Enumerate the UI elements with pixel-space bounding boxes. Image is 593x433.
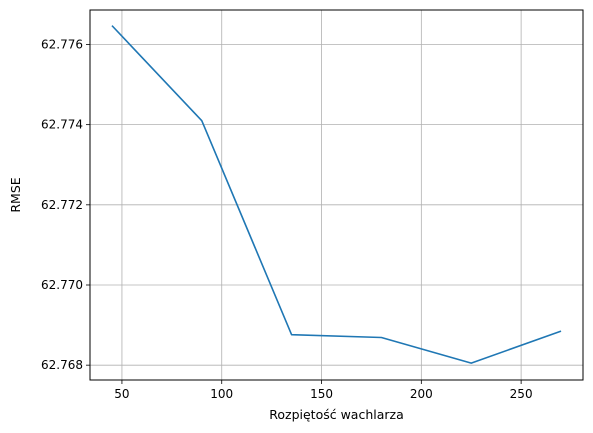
- grid: [90, 10, 583, 380]
- plot-frame: [89, 9, 584, 381]
- y-tick-label: 62.774: [41, 118, 83, 132]
- x-axis-title: Rozpiętość wachlarza: [269, 407, 404, 422]
- series-line: [111, 25, 562, 364]
- x-tick-label: 100: [210, 387, 233, 401]
- y-tick-label: 62.770: [41, 278, 83, 292]
- y-axis: 62.768 62.770 62.772 62.774 62.776: [41, 37, 90, 372]
- y-tick-label: 62.772: [41, 198, 83, 212]
- x-tick-label: 150: [310, 387, 333, 401]
- y-tick-label: 62.776: [41, 37, 83, 51]
- x-tick-label: 250: [510, 387, 533, 401]
- y-axis-title: RMSE: [8, 177, 23, 212]
- x-tick-label: 50: [114, 387, 129, 401]
- series-group: [111, 25, 562, 364]
- x-tick-label: 200: [410, 387, 433, 401]
- plot-background: [90, 10, 583, 380]
- y-tick-label: 62.768: [41, 358, 83, 372]
- x-axis: 50 100 150 200 250: [114, 380, 533, 401]
